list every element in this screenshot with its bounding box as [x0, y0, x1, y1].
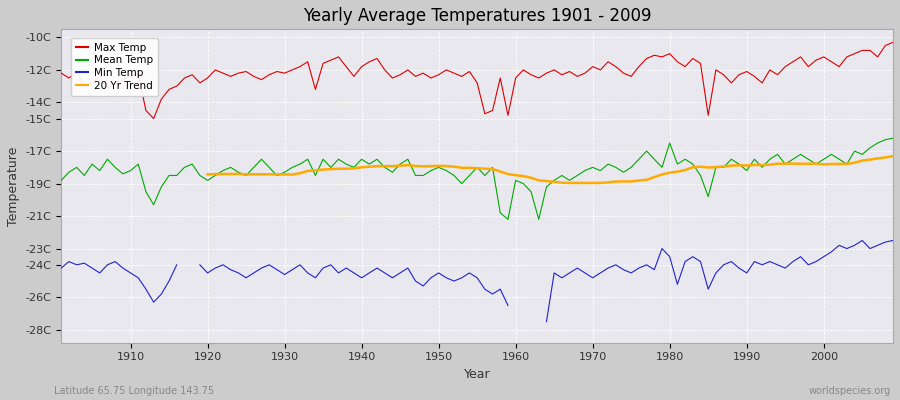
Text: worldspecies.org: worldspecies.org — [809, 386, 891, 396]
Legend: Max Temp, Mean Temp, Min Temp, 20 Yr Trend: Max Temp, Mean Temp, Min Temp, 20 Yr Tre… — [70, 38, 158, 96]
Title: Yearly Average Temperatures 1901 - 2009: Yearly Average Temperatures 1901 - 2009 — [303, 7, 652, 25]
X-axis label: Year: Year — [464, 368, 490, 381]
Text: Latitude 65.75 Longitude 143.75: Latitude 65.75 Longitude 143.75 — [54, 386, 214, 396]
Y-axis label: Temperature: Temperature — [7, 146, 20, 226]
